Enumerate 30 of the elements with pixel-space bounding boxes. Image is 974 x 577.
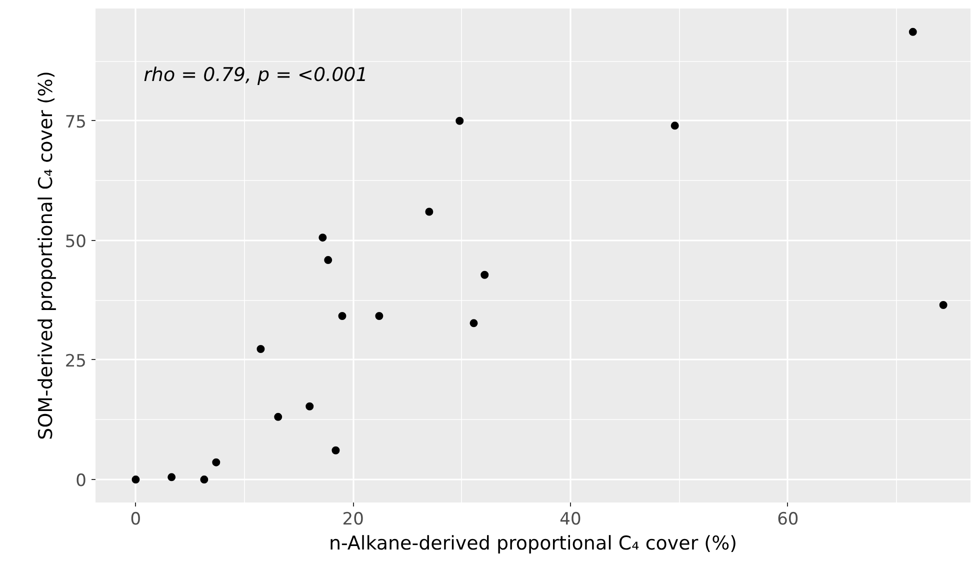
point <box>200 476 208 484</box>
point <box>324 256 332 264</box>
y-tick-label: 0 <box>76 471 87 492</box>
point <box>908 28 917 36</box>
point <box>306 402 314 410</box>
point <box>212 458 220 466</box>
point <box>168 473 176 482</box>
point <box>470 319 478 328</box>
point <box>670 122 679 130</box>
point <box>274 412 282 421</box>
point <box>132 476 140 484</box>
y-axis-title: SOM-derived proportional C₄ cover (%) <box>34 71 57 440</box>
x-tick-label: 40 <box>560 510 582 530</box>
y-tick-label: 50 <box>64 232 87 252</box>
point <box>456 116 464 125</box>
point <box>375 312 384 320</box>
annotation: rho = 0.79, p = <0.001 <box>144 64 368 86</box>
x-tick-label: 20 <box>342 510 364 530</box>
point <box>338 312 346 320</box>
point <box>332 446 340 454</box>
x-axis-title: n-Alkane-derived proportional C₄ cover (%) <box>328 532 738 554</box>
point <box>256 345 265 353</box>
x-tick-label: 60 <box>777 510 799 530</box>
point <box>939 301 948 309</box>
y-tick-label: 25 <box>64 351 87 372</box>
point <box>318 234 327 242</box>
point <box>425 208 434 216</box>
y-tick-label: 75 <box>64 112 87 132</box>
x-tick-label: 0 <box>130 510 142 530</box>
point <box>480 270 489 279</box>
